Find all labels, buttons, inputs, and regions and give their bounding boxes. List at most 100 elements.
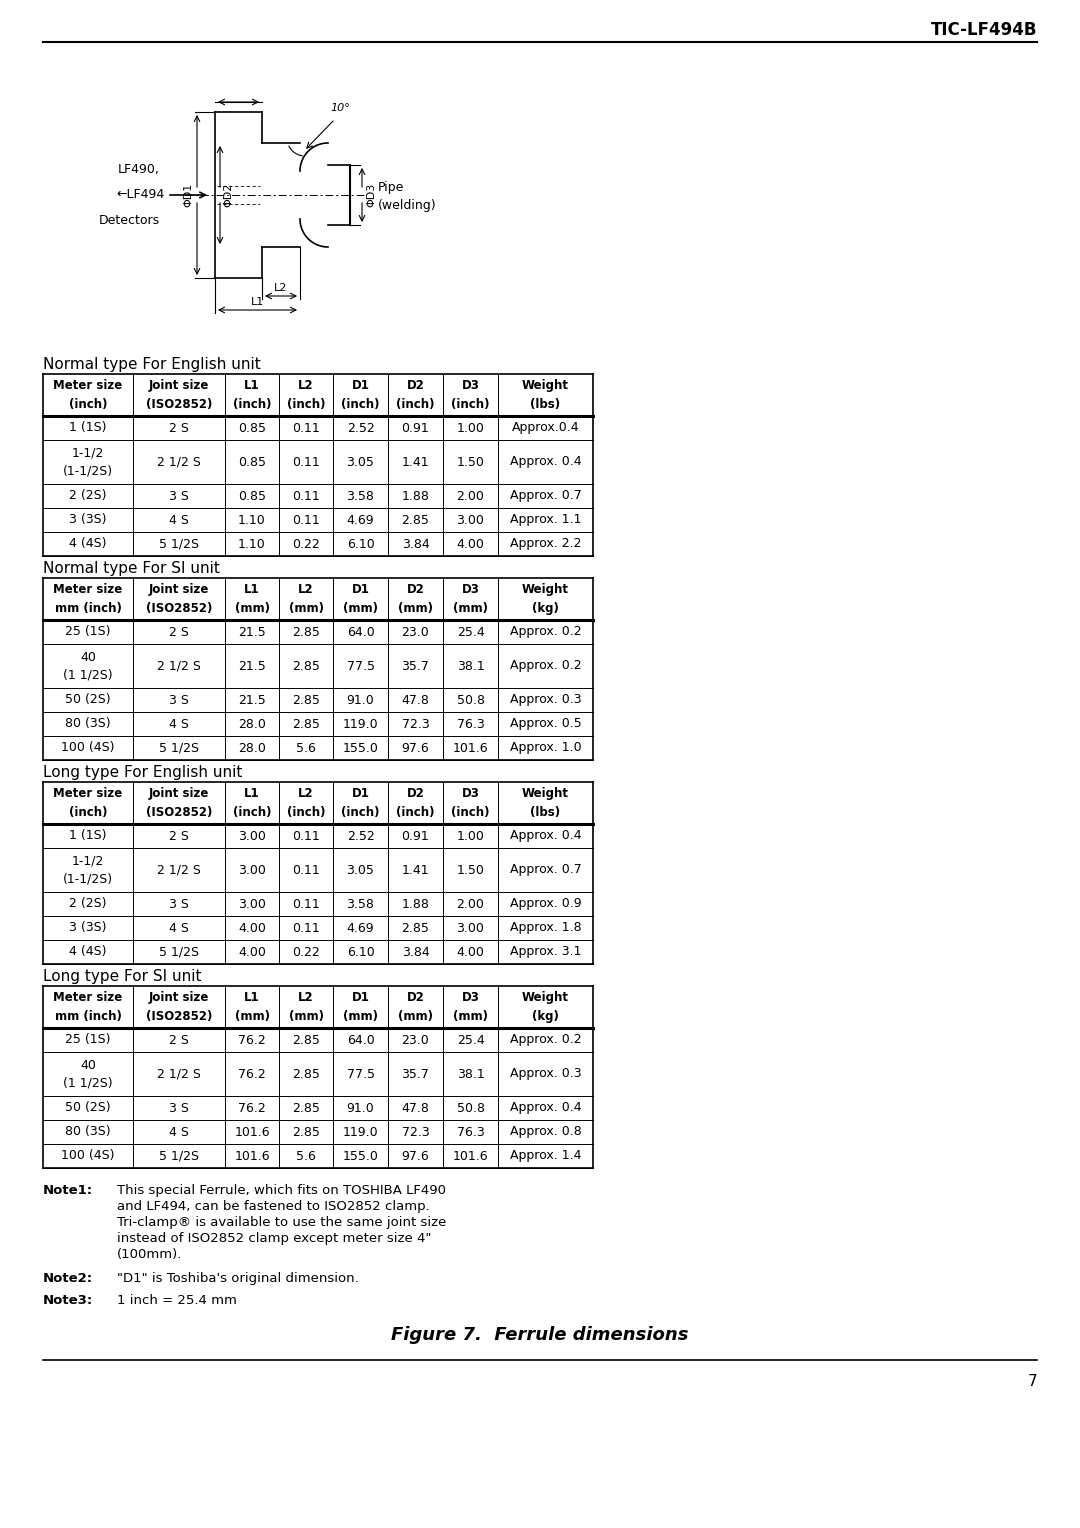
Text: Joint size: Joint size bbox=[149, 992, 210, 1004]
Text: (inch): (inch) bbox=[451, 805, 489, 819]
Text: 0.85: 0.85 bbox=[238, 422, 266, 434]
Text: Note1:: Note1: bbox=[43, 1184, 93, 1196]
Text: 2.52: 2.52 bbox=[347, 422, 375, 434]
Text: L1: L1 bbox=[244, 787, 260, 801]
Text: D2: D2 bbox=[406, 584, 424, 596]
Text: 77.5: 77.5 bbox=[347, 1068, 375, 1080]
Text: 0.22: 0.22 bbox=[292, 946, 320, 958]
Text: 101.6: 101.6 bbox=[234, 1149, 270, 1163]
Text: 0.11: 0.11 bbox=[292, 489, 320, 503]
Text: 155.0: 155.0 bbox=[342, 741, 378, 755]
Text: 1-1/2: 1-1/2 bbox=[71, 854, 104, 868]
Text: 2.85: 2.85 bbox=[292, 1068, 320, 1080]
Text: 25 (1S): 25 (1S) bbox=[65, 1033, 111, 1047]
Text: 2 1/2 S: 2 1/2 S bbox=[157, 455, 201, 469]
Text: 2 S: 2 S bbox=[170, 1033, 189, 1047]
Text: Tri-clamp® is available to use the same joint size: Tri-clamp® is available to use the same … bbox=[117, 1216, 446, 1229]
Text: 1 (1S): 1 (1S) bbox=[69, 830, 107, 842]
Text: D1: D1 bbox=[352, 584, 369, 596]
Text: 0.91: 0.91 bbox=[402, 422, 430, 434]
Text: (inch): (inch) bbox=[233, 805, 271, 819]
Text: 6.10: 6.10 bbox=[347, 538, 375, 550]
Text: Meter size: Meter size bbox=[53, 379, 123, 393]
Text: 35.7: 35.7 bbox=[402, 1068, 430, 1080]
Text: 4 S: 4 S bbox=[170, 921, 189, 935]
Text: ΦD1: ΦD1 bbox=[183, 183, 193, 208]
Text: 40: 40 bbox=[80, 1059, 96, 1071]
Text: Approx. 0.3: Approx. 0.3 bbox=[510, 694, 581, 706]
Text: Pipe: Pipe bbox=[378, 180, 404, 194]
Text: 2 1/2 S: 2 1/2 S bbox=[157, 660, 201, 672]
Text: 5 1/2S: 5 1/2S bbox=[159, 1149, 199, 1163]
Text: (mm): (mm) bbox=[453, 602, 488, 614]
Text: 1.00: 1.00 bbox=[457, 422, 485, 434]
Text: 3 S: 3 S bbox=[170, 489, 189, 503]
Text: (kg): (kg) bbox=[532, 602, 559, 614]
Text: (welding): (welding) bbox=[378, 199, 436, 211]
Text: 76.2: 76.2 bbox=[238, 1102, 266, 1114]
Text: 1.88: 1.88 bbox=[402, 489, 430, 503]
Text: (inch): (inch) bbox=[233, 397, 271, 411]
Text: 119.0: 119.0 bbox=[342, 1126, 378, 1138]
Text: 2.85: 2.85 bbox=[292, 718, 320, 730]
Text: Approx. 0.3: Approx. 0.3 bbox=[510, 1068, 581, 1080]
Text: 1 (1S): 1 (1S) bbox=[69, 422, 107, 434]
Text: Approx. 0.4: Approx. 0.4 bbox=[510, 830, 581, 842]
Text: 3 S: 3 S bbox=[170, 1102, 189, 1114]
Text: Meter size: Meter size bbox=[53, 992, 123, 1004]
Text: 72.3: 72.3 bbox=[402, 1126, 430, 1138]
Text: 3.05: 3.05 bbox=[347, 455, 375, 469]
Text: 2.85: 2.85 bbox=[292, 1126, 320, 1138]
Text: 4.00: 4.00 bbox=[238, 946, 266, 958]
Text: 97.6: 97.6 bbox=[402, 741, 430, 755]
Text: 5 1/2S: 5 1/2S bbox=[159, 946, 199, 958]
Text: ΦD3: ΦD3 bbox=[366, 183, 376, 208]
Text: D2: D2 bbox=[406, 992, 424, 1004]
Text: 3 (3S): 3 (3S) bbox=[69, 513, 107, 527]
Text: 0.85: 0.85 bbox=[238, 455, 266, 469]
Text: 2.85: 2.85 bbox=[292, 660, 320, 672]
Text: D2: D2 bbox=[406, 379, 424, 393]
Text: 25.4: 25.4 bbox=[457, 625, 484, 639]
Text: 0.85: 0.85 bbox=[238, 489, 266, 503]
Text: 2.85: 2.85 bbox=[402, 513, 430, 527]
Text: 0.11: 0.11 bbox=[292, 897, 320, 911]
Text: Meter size: Meter size bbox=[53, 584, 123, 596]
Text: Approx. 2.2: Approx. 2.2 bbox=[510, 538, 581, 550]
Text: 50.8: 50.8 bbox=[457, 694, 485, 706]
Text: 100 (4S): 100 (4S) bbox=[62, 741, 114, 755]
Text: ΦD2: ΦD2 bbox=[222, 183, 233, 208]
Text: Approx. 0.2: Approx. 0.2 bbox=[510, 1033, 581, 1047]
Text: 4 S: 4 S bbox=[170, 513, 189, 527]
Text: 1.00: 1.00 bbox=[457, 830, 485, 842]
Text: 1.10: 1.10 bbox=[238, 513, 266, 527]
Text: 50 (2S): 50 (2S) bbox=[65, 1102, 111, 1114]
Text: 21.5: 21.5 bbox=[238, 660, 266, 672]
Text: 5.6: 5.6 bbox=[296, 1149, 316, 1163]
Text: Approx. 3.1: Approx. 3.1 bbox=[510, 946, 581, 958]
Text: D3: D3 bbox=[461, 992, 480, 1004]
Text: 0.11: 0.11 bbox=[292, 422, 320, 434]
Text: 47.8: 47.8 bbox=[402, 1102, 430, 1114]
Text: 0.22: 0.22 bbox=[292, 538, 320, 550]
Text: 50.8: 50.8 bbox=[457, 1102, 485, 1114]
Text: 0.11: 0.11 bbox=[292, 830, 320, 842]
Text: instead of ISO2852 clamp except meter size 4": instead of ISO2852 clamp except meter si… bbox=[117, 1232, 431, 1245]
Text: 1.41: 1.41 bbox=[402, 455, 430, 469]
Text: 4 (4S): 4 (4S) bbox=[69, 946, 107, 958]
Text: Joint size: Joint size bbox=[149, 379, 210, 393]
Text: This special Ferrule, which fits on TOSHIBA LF490: This special Ferrule, which fits on TOSH… bbox=[117, 1184, 446, 1196]
Text: Note2:: Note2: bbox=[43, 1271, 93, 1285]
Text: LF490,: LF490, bbox=[118, 163, 160, 177]
Text: 1.50: 1.50 bbox=[457, 863, 485, 877]
Text: 1 inch = 25.4 mm: 1 inch = 25.4 mm bbox=[117, 1294, 237, 1306]
Text: mm (inch): mm (inch) bbox=[55, 602, 121, 614]
Text: L2: L2 bbox=[298, 379, 314, 393]
Text: 155.0: 155.0 bbox=[342, 1149, 378, 1163]
Text: L2: L2 bbox=[298, 787, 314, 801]
Text: Approx. 0.5: Approx. 0.5 bbox=[510, 718, 581, 730]
Text: (inch): (inch) bbox=[69, 397, 107, 411]
Text: 4.00: 4.00 bbox=[238, 921, 266, 935]
Text: 3.00: 3.00 bbox=[457, 513, 485, 527]
Text: 0.91: 0.91 bbox=[402, 830, 430, 842]
